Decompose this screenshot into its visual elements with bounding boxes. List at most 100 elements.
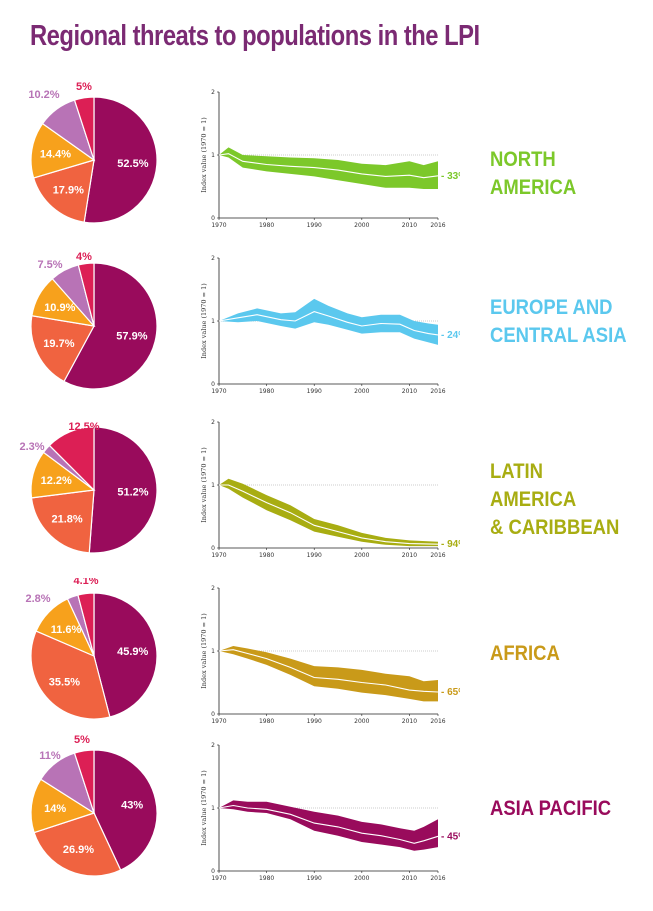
y-axis-label: Index value (1970 = 1): [200, 447, 208, 523]
line-chart-north-america: 0 1 2 1970 1980 1990 2000 2010 2016 Index value (…: [200, 89, 460, 229]
y-tick-label: 2: [211, 89, 215, 96]
region-panel-north-america: 52.5% 17.9% 14.4% 10.2% 5% 0 1 2 1970 1980 1990 20…: [0, 82, 653, 247]
x-tick-label: 1970: [211, 875, 226, 882]
end-change-label: - 33%: [441, 171, 460, 182]
page-title: Regional threats to populations in the L…: [30, 20, 480, 52]
pie-slice-secondary: [32, 159, 95, 223]
pie-slice-secondary: [33, 812, 122, 877]
index-line: [218, 153, 439, 179]
pie-slice-tertiary: [30, 778, 96, 834]
y-tick-label: 1: [211, 152, 215, 159]
pie-label: 21.8%: [51, 513, 82, 525]
pie-label: 14.4%: [40, 149, 71, 161]
end-change-label: - 65%: [441, 687, 460, 698]
y-tick-label: 0: [211, 545, 215, 552]
pie-label: 57.9%: [116, 331, 147, 343]
confidence-band: [219, 147, 438, 189]
pie-slice-quinary: [73, 749, 95, 814]
pie-label: 52.5%: [117, 158, 148, 170]
y-tick-label: 2: [211, 742, 215, 749]
x-tick-label: 2010: [402, 552, 417, 559]
pie-label: 12.5%: [68, 421, 99, 433]
pie-slice-primary: [93, 749, 158, 871]
pie-label: 26.9%: [63, 844, 94, 856]
y-tick-label: 1: [211, 318, 215, 325]
pie-label: 10.9%: [44, 302, 75, 314]
pie-label: 45.9%: [117, 646, 148, 658]
confidence-band: [219, 298, 438, 345]
y-tick-label: 0: [211, 381, 215, 388]
x-tick-label: 2000: [354, 388, 369, 395]
pie-slice-primary: [93, 592, 158, 718]
pie-label: 4%: [76, 251, 92, 263]
pie-label: 17.9%: [53, 184, 84, 196]
x-tick-label: 2000: [354, 875, 369, 882]
pie-chart-north-america: 52.5% 17.9% 14.4% 10.2% 5%: [28, 82, 158, 224]
pie-slice-quinary: [77, 592, 95, 657]
y-axis-label: Index value (1970 = 1): [200, 770, 208, 846]
x-tick-label: 1990: [307, 552, 322, 559]
pie-slice-quinary: [48, 426, 95, 492]
x-tick-label: 2000: [354, 552, 369, 559]
region-panel-asia-pacific: 43% 26.9% 14% 11% 5% 0 1 2 1970 1980 1990 2000 2010…: [0, 735, 653, 900]
x-tick-label: 1970: [211, 222, 226, 229]
pie-chart-africa: 45.9% 35.5% 11.6% 2.8% 4.1%: [25, 578, 158, 720]
y-tick-label: 0: [211, 215, 215, 222]
pie-label: 2.8%: [25, 593, 50, 605]
end-change-label: - 45%: [441, 831, 460, 842]
line-chart-latin-america: 0 1 2 1970 1980 1990 2000 2010 2016 Index value (…: [200, 419, 460, 559]
region-title-line-2: CENTRAL ASIA: [490, 324, 627, 347]
pie-label: 7.5%: [37, 259, 62, 271]
x-tick-label: 2016: [430, 388, 445, 395]
index-line: [218, 649, 439, 693]
x-tick-label: 2010: [402, 875, 417, 882]
y-tick-label: 0: [211, 868, 215, 875]
line-chart-europe-central-asia: 0 1 2 1970 1980 1990 2000 2010 2016 Index value (…: [200, 255, 460, 395]
y-tick-label: 2: [211, 419, 215, 426]
y-axis-label: Index value (1970 = 1): [200, 117, 208, 193]
confidence-band: [219, 646, 438, 702]
region-title-latin-america: LATIN AMERICA & CARIBBEAN: [490, 458, 633, 542]
x-tick-label: 2000: [354, 222, 369, 229]
x-tick-label: 2016: [430, 222, 445, 229]
region-panel-latin-america: 51.2% 21.8% 12.2% 2.3% 12.5% 0 1 2 1970 1980 1990…: [0, 412, 653, 577]
x-tick-label: 1980: [259, 718, 274, 725]
region-title-line-1: LATIN AMERICA: [490, 460, 577, 511]
y-axis-label: Index value (1970 = 1): [200, 283, 208, 359]
x-tick-label: 2016: [430, 552, 445, 559]
x-tick-label: 2016: [430, 875, 445, 882]
region-title-europe-central-asia: EUROPE AND CENTRAL ASIA: [490, 294, 627, 350]
pie-slice-quinary: [77, 262, 95, 327]
x-tick-label: 1990: [307, 388, 322, 395]
end-change-label: - 24%: [441, 330, 460, 341]
x-tick-label: 1980: [259, 552, 274, 559]
pie-label: 14%: [44, 803, 66, 815]
index-line: [218, 804, 439, 844]
end-change-label: - 94%: [441, 539, 460, 550]
pie-slice-quinary: [73, 96, 95, 161]
x-tick-label: 2010: [402, 388, 417, 395]
pie-label: 2.3%: [19, 441, 44, 453]
y-tick-label: 1: [211, 805, 215, 812]
pie-label: 43%: [121, 800, 143, 812]
region-title-line-2: & CARIBBEAN: [490, 516, 620, 539]
y-axis-label: Index value (1970 = 1): [200, 613, 208, 689]
x-tick-label: 1980: [259, 222, 274, 229]
pie-slice-primary: [88, 426, 158, 554]
x-tick-label: 2016: [430, 718, 445, 725]
confidence-band: [219, 478, 438, 547]
x-tick-label: 2000: [354, 718, 369, 725]
x-tick-label: 1980: [259, 388, 274, 395]
pie-label: 5%: [74, 735, 90, 746]
x-tick-label: 1990: [307, 875, 322, 882]
pie-slice-secondary: [30, 630, 111, 720]
pie-slice-primary: [63, 262, 158, 390]
pie-slice-secondary: [30, 315, 95, 383]
pie-label: 10.2%: [28, 89, 59, 101]
pie-label: 51.2%: [117, 487, 148, 499]
y-tick-label: 1: [211, 648, 215, 655]
pie-label: 4.1%: [73, 578, 98, 587]
index-line: [219, 484, 439, 545]
pie-chart-latin-america: 51.2% 21.8% 12.2% 2.3% 12.5%: [19, 421, 158, 554]
x-tick-label: 1970: [211, 388, 226, 395]
